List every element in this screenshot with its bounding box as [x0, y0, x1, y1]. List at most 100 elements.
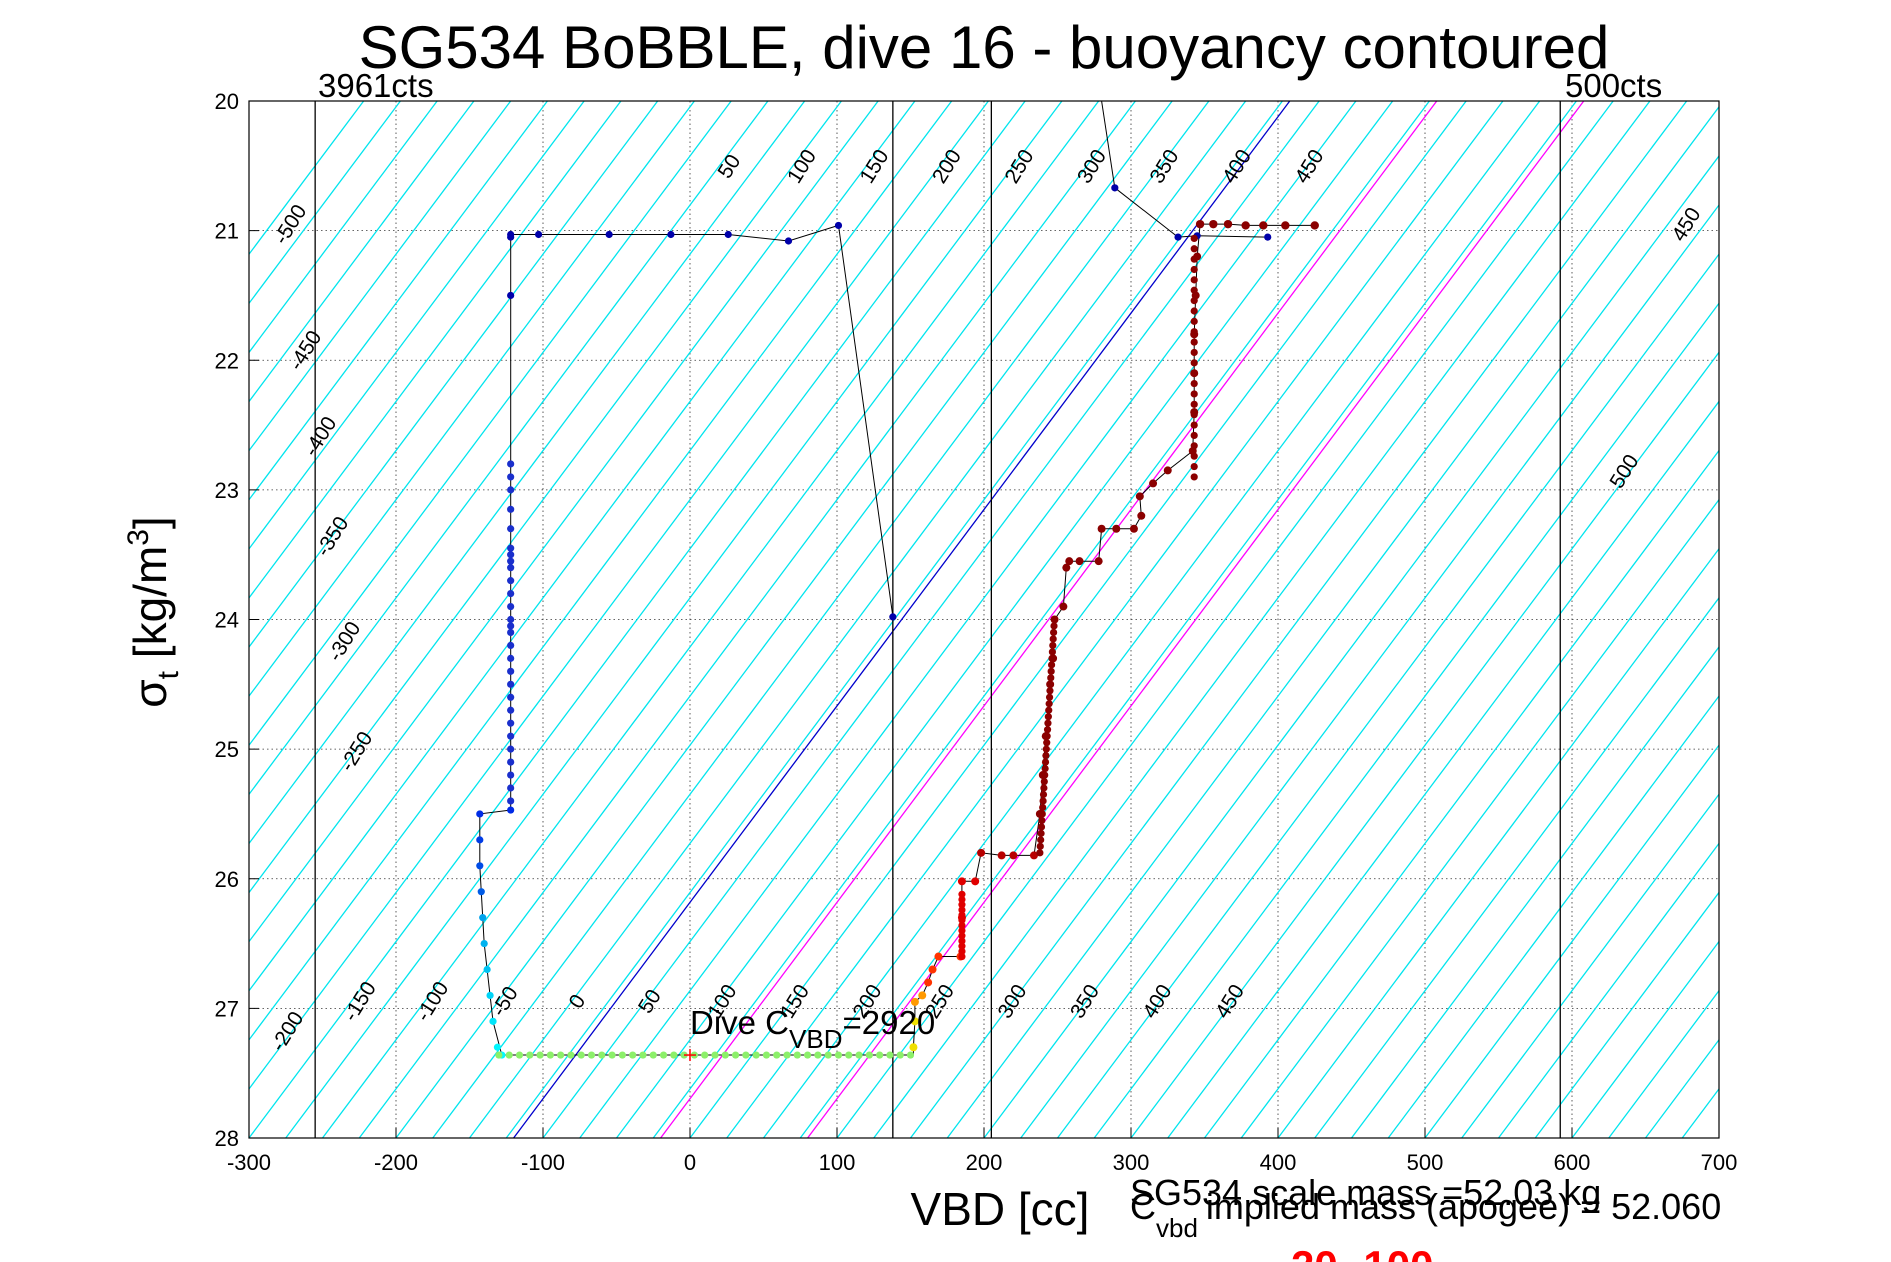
- bottom-point: [906, 1051, 915, 1059]
- bottom-point: [670, 1051, 678, 1059]
- buoyancy-contour-line: [1387, 695, 1719, 1138]
- buoyancy-contour-line: [615, 101, 1394, 1138]
- bottom-point: [824, 1051, 832, 1059]
- bottom-point: [557, 1051, 565, 1059]
- downcast-point: [507, 784, 515, 792]
- bottom-point: [834, 1051, 843, 1059]
- bottom-point: [855, 1051, 863, 1059]
- upcast-point: [1190, 369, 1198, 377]
- bottom-point: [731, 1051, 740, 1059]
- upcast-point: [1094, 557, 1103, 566]
- buoyancy-contour-line: [1424, 744, 1719, 1138]
- upcast-point: [1281, 221, 1290, 230]
- upcast-point: [1029, 851, 1038, 860]
- downcast-point: [507, 680, 515, 688]
- buoyancy-contour-line: [652, 101, 1430, 1138]
- downcast-point: [507, 654, 515, 662]
- upcast-point: [958, 942, 966, 950]
- upcast-point: [1149, 479, 1158, 488]
- downcast-point: [483, 965, 491, 974]
- upcast-point: [1059, 602, 1068, 611]
- upcast-point: [934, 952, 943, 961]
- upcast-point: [1041, 771, 1049, 779]
- chart-title: SG534 BoBBLE, dive 16 - buoyancy contour…: [359, 14, 1610, 81]
- upcast-point: [1062, 563, 1071, 572]
- upcast-point: [1009, 851, 1018, 860]
- svg-text:Dive CVBD=2920: Dive CVBD=2920: [690, 1004, 935, 1054]
- upcast-point: [1040, 784, 1048, 792]
- downcast-point: [507, 732, 515, 740]
- upcast-point: [1046, 687, 1054, 695]
- upcast-point: [1049, 641, 1057, 650]
- upcast-point: [1036, 849, 1044, 857]
- bottom-point: [505, 1051, 513, 1059]
- upcast-point: [958, 921, 966, 930]
- bottom-point: [845, 1051, 853, 1059]
- upcast-point: [1045, 693, 1054, 701]
- downcast-point: [667, 230, 675, 239]
- downcast-point: [507, 622, 515, 630]
- x-tick-label: 500: [1407, 1150, 1444, 1175]
- upcast-point: [958, 906, 966, 914]
- upcast-point: [1190, 348, 1198, 357]
- y-tick-label: 23: [215, 478, 239, 503]
- bottom-point: [876, 1051, 884, 1059]
- downcast-point: [507, 233, 515, 241]
- scale-mass-text: SG534 scale mass =52.03 kg: [1130, 1172, 1601, 1213]
- upcast-point: [1135, 492, 1144, 501]
- buoyancy-contour-line: [358, 101, 1136, 1138]
- upcast-point: [1190, 473, 1198, 481]
- x-tick-label: 300: [1113, 1150, 1150, 1175]
- downcast-point: [507, 797, 515, 805]
- footer: SG534 scale mass =52.03 kg Cvbd implied m…: [1130, 1172, 1721, 1262]
- bottom-point: [618, 1051, 626, 1059]
- upcast-point: [928, 965, 937, 974]
- buoyancy-contour-line: [249, 101, 548, 501]
- x-tick-label: 200: [966, 1150, 1003, 1175]
- downcast-point: [507, 745, 515, 753]
- buoyancy-contour-line: [321, 101, 1100, 1138]
- bottom-point: [536, 1051, 544, 1059]
- bottom-point: [793, 1051, 801, 1059]
- bottom-point: [721, 1051, 729, 1059]
- downcast-point: [784, 237, 793, 245]
- downcast-point: [507, 525, 515, 533]
- upcast-point: [1037, 829, 1045, 837]
- buoyancy-contour-line: [1461, 793, 1719, 1138]
- upcast-point: [1039, 803, 1047, 812]
- upcast-point: [1044, 713, 1052, 721]
- bottom-point: [567, 1051, 575, 1059]
- buoyancy-contour-line: [909, 101, 1688, 1138]
- upcast-point: [958, 932, 966, 940]
- svg-text:σt [kg/m3]: σt [kg/m3]: [122, 516, 185, 707]
- buoyancy-contour-line: [836, 101, 1614, 1138]
- buoyancy-contour-line: [1056, 253, 1719, 1138]
- upcast-point: [977, 848, 986, 857]
- upcast-point: [1190, 452, 1198, 460]
- buoyancy-contour-line: [249, 101, 659, 649]
- downcast-point: [476, 862, 484, 870]
- x-axis-label: VBD [cc]: [911, 1183, 1090, 1235]
- bottom-point: [515, 1051, 524, 1059]
- buoyancy-contour-line: [249, 101, 585, 550]
- y-tick-label: 26: [215, 867, 239, 892]
- downcast-point: [489, 1017, 497, 1025]
- upcast-point: [1190, 390, 1198, 398]
- upcast-point: [958, 952, 966, 961]
- bottom-point: [629, 1051, 637, 1059]
- neutral-buoyancy-line: [513, 101, 1291, 1138]
- downcast-point: [476, 836, 484, 844]
- bottom-point: [546, 1051, 554, 1059]
- upcast-point: [1043, 739, 1051, 747]
- upcast-point: [1137, 511, 1146, 520]
- upcast-point: [1190, 359, 1198, 367]
- bottom-point: [526, 1051, 534, 1059]
- upcast-point: [1190, 462, 1198, 471]
- upcast-point: [1039, 797, 1047, 805]
- downcast-point: [486, 991, 494, 1000]
- upcast-point: [1042, 745, 1050, 753]
- bottom-point: [886, 1051, 894, 1059]
- upcast-point: [1190, 431, 1198, 440]
- buoyancy-contour-line: [249, 101, 806, 845]
- upcast-point: [1037, 823, 1046, 831]
